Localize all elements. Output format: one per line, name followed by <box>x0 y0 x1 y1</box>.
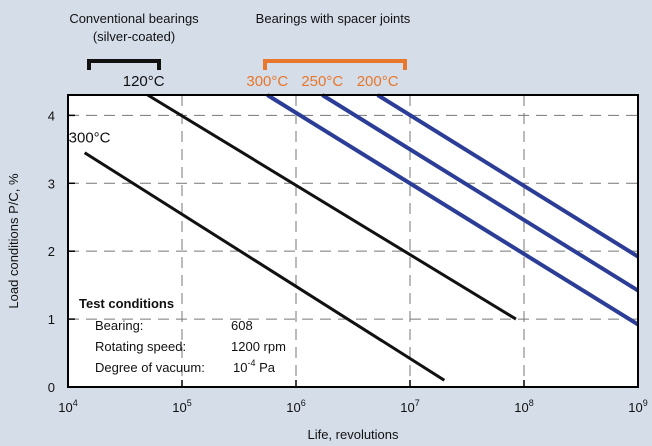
plot-frame <box>67 94 639 388</box>
test-condition-value: 10-4 Pa <box>233 358 276 375</box>
x-tick-label: 109 <box>628 398 647 415</box>
test-condition-label: Degree of vacuum: <box>95 360 205 375</box>
series-line-spacer-2 <box>266 93 640 327</box>
test-condition-label: Rotating speed: <box>95 339 186 354</box>
x-tick-label: 108 <box>514 398 533 415</box>
series-label-conventional-0: 300°C <box>69 130 111 147</box>
series-line-spacer-4 <box>376 93 640 259</box>
x-axis-label: Life, revolutions <box>307 427 399 442</box>
series-label-spacer-4: 200°C <box>357 73 399 90</box>
y-tick-label: 2 <box>48 244 55 259</box>
legend-conventional-subtitle: (silver-coated) <box>93 29 175 44</box>
series-line-conventional-1 <box>146 93 517 321</box>
axes: 104 105 106 107 108 109 0 1 2 3 4 Life, revolutions… <box>6 108 648 442</box>
series-label-conventional-1: 120°C <box>123 73 165 90</box>
series-label-spacer-2: 300°C <box>246 73 288 90</box>
y-tick-label: 0 <box>48 380 55 395</box>
series-label-spacer-3: 250°C <box>301 73 343 90</box>
series-line-spacer-3 <box>321 93 640 293</box>
legend-conventional-title: Conventional bearings <box>69 11 199 26</box>
legend-spacer-bracket <box>263 59 407 70</box>
x-tick-label: 104 <box>58 398 77 415</box>
x-tick-label: 107 <box>400 398 419 415</box>
test-conditions-box: Test conditions Bearing: 608 Rotating speed… <box>79 296 286 375</box>
grid-lines <box>68 95 638 387</box>
legend-spacer-title: Bearings with spacer joints <box>256 11 411 26</box>
plot-area <box>67 94 639 388</box>
test-conditions-title: Test conditions <box>79 296 174 311</box>
y-tick-label: 4 <box>48 108 55 123</box>
test-condition-value: 608 <box>231 318 253 333</box>
y-tick-label: 1 <box>48 312 55 327</box>
test-condition-label: Bearing: <box>95 318 143 333</box>
test-condition-value: 1200 rpm <box>231 339 286 354</box>
series-lines <box>83 93 640 382</box>
y-axis-label: Load conditions P/C, % <box>6 173 21 309</box>
x-tick-label: 105 <box>172 398 191 415</box>
series-line-conventional-0 <box>83 151 446 382</box>
y-tick-label: 3 <box>48 176 55 191</box>
legend-conventional-bracket <box>87 59 161 70</box>
x-tick-label: 106 <box>286 398 305 415</box>
